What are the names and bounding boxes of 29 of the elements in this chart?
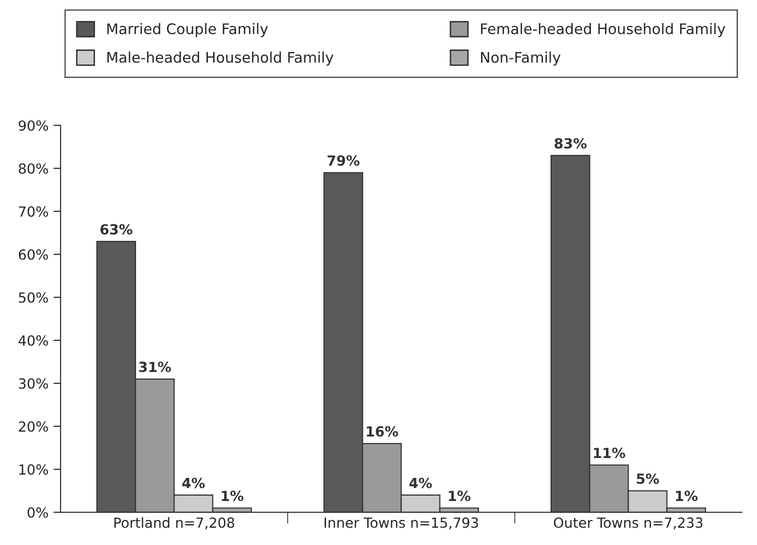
x-tick-label: Portland n=7,208 bbox=[114, 517, 234, 530]
y-tick-label: 30% bbox=[18, 378, 48, 389]
y-tick-label: 50% bbox=[18, 292, 48, 303]
data-label: 4% bbox=[182, 478, 205, 488]
y-tick-label: 70% bbox=[19, 206, 48, 217]
y-tick-label: 0% bbox=[28, 507, 48, 518]
data-label: 63% bbox=[100, 224, 132, 235]
data-label: 31% bbox=[139, 362, 171, 372]
y-tick-label: 60% bbox=[18, 249, 48, 260]
data-label: 1% bbox=[676, 490, 698, 502]
data-label: 16% bbox=[366, 426, 398, 437]
data-label: 11% bbox=[594, 448, 626, 458]
y-tick-label: 90% bbox=[18, 120, 48, 131]
data-label: 5% bbox=[636, 473, 659, 484]
data-label: 1% bbox=[448, 490, 470, 502]
x-tick-label: Outer Towns n=7,233 bbox=[554, 517, 702, 530]
y-tick-label: 20% bbox=[18, 421, 48, 432]
data-label: 1% bbox=[222, 490, 244, 502]
y-tick-label: 10% bbox=[19, 464, 48, 475]
data-label: 83% bbox=[554, 138, 587, 149]
legend-label: Female-headed Household Family bbox=[481, 23, 726, 38]
x-tick-label: Inner Towns n=15,793 bbox=[324, 517, 478, 530]
legend-label: Male-headed Household Family bbox=[107, 52, 334, 66]
y-tick-label: 40% bbox=[18, 335, 48, 346]
y-tick-label: 80% bbox=[18, 163, 48, 174]
data-label: 4% bbox=[409, 478, 432, 488]
data-label: 79% bbox=[328, 155, 360, 166]
legend-label: Married Couple Family bbox=[107, 23, 268, 38]
legend-label: Non-Family bbox=[481, 52, 560, 66]
